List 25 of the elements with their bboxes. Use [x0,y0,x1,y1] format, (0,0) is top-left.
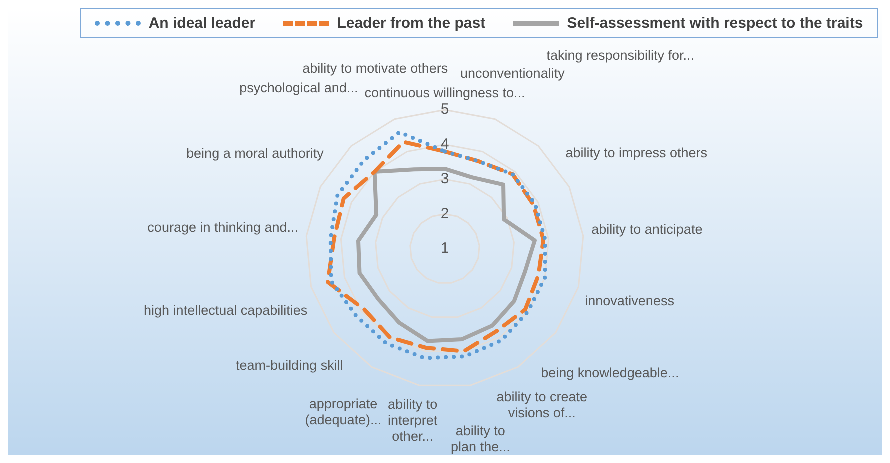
legend-label: Leader from the past [337,14,486,32]
y-tick-label: 5 [440,101,450,118]
legend-label: An ideal leader [148,14,256,32]
spoke-label: psychological and... [240,80,358,96]
y-tick-label: 3 [440,170,450,188]
y-tick-label: 2 [440,205,450,222]
spoke-label: ability to plan the... [451,424,510,455]
spoke-label: ability to anticipate [592,222,703,237]
spoke-label: team-building skill [236,358,344,374]
spoke-label: ability to create visions of... [496,390,588,421]
spoke-label: ability to impress others [566,145,708,160]
spoke-label: innovativeness [585,293,675,308]
spoke-label: taking responsibility for... [546,48,695,64]
spoke-label: high intellectual capabilities [144,303,308,318]
y-tick-label: 1 [440,240,450,258]
spoke-label: ability to interpret other... [388,396,438,444]
spoke-label: ability to motivate others [302,60,448,76]
spoke-label: unconventionality [460,66,566,82]
spoke-label: appropriate (adequate)... [305,396,382,428]
spoke-label: being knowledgeable... [541,365,680,380]
legend-label: Self-assessment with respect to the traits [567,14,864,32]
spoke-label: continuous willingness to... [364,86,526,101]
y-tick-label: 4 [440,136,450,153]
spoke-label: being a moral authority [186,146,324,162]
spoke-label: courage in thinking and... [148,220,299,236]
